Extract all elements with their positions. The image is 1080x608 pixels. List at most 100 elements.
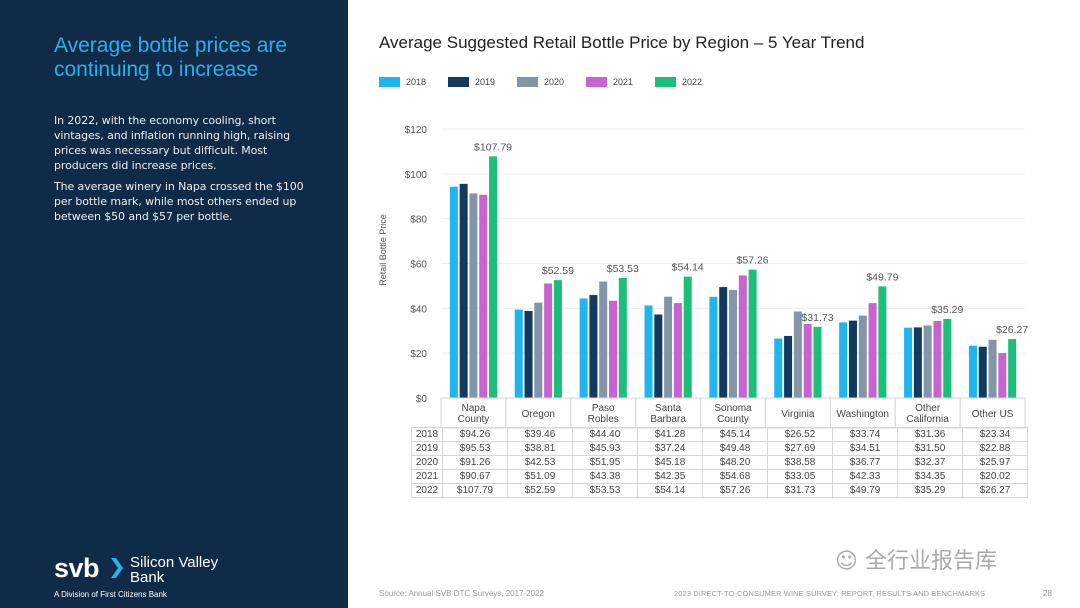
data-label: $26.27 — [996, 324, 1028, 336]
wechat-icon: ☺ — [835, 549, 865, 574]
bar-2022 — [553, 280, 562, 398]
page-number: 28 — [1043, 589, 1052, 598]
chevron-right-icon — [111, 558, 123, 578]
bar-2021 — [738, 275, 747, 398]
data-label: $35.29 — [931, 304, 963, 316]
bar-2020 — [729, 289, 737, 398]
bar-2022 — [748, 269, 757, 398]
table-cell: $25.97 — [962, 455, 1028, 470]
legend-label: 2022 — [682, 77, 703, 87]
table-cell: $26.52 — [767, 427, 833, 442]
bar-2021 — [673, 303, 682, 398]
report-footer: 2023 DIRECT-TO-CONSUMER WINE SURVEY: REP… — [674, 589, 986, 598]
intro-paragraph: In 2022, with the economy cooling, short… — [54, 114, 291, 172]
table-cell: $49.79 — [832, 483, 898, 498]
y-tick-label: $120 — [405, 125, 428, 136]
table-cell: $38.81 — [507, 441, 573, 456]
category-label: California — [907, 414, 950, 425]
watermark: ☺ 全行业报告库 — [835, 543, 997, 575]
bar-2019 — [654, 314, 663, 398]
chart-legend: 2018 2019 2020 2021 2022 — [379, 77, 724, 87]
legend-item-2018: 2018 — [379, 77, 448, 87]
bar-2018 — [449, 186, 458, 398]
table-cell: $35.29 — [897, 483, 963, 498]
bar-2022 — [1008, 339, 1017, 398]
category-label: County — [717, 414, 749, 425]
y-tick-label: $80 — [410, 215, 427, 226]
bar-2020 — [664, 296, 673, 398]
category-label: Other — [915, 403, 941, 414]
table-cell: $32.37 — [897, 455, 963, 470]
bar-2020 — [599, 281, 608, 398]
bar-2019 — [719, 287, 728, 398]
legend-label: 2018 — [406, 77, 427, 87]
table-cell: $95.53 — [442, 441, 508, 456]
bar-2019 — [589, 295, 598, 398]
bar-2018 — [709, 296, 718, 398]
logo-name-line2: Bank — [130, 569, 165, 586]
data-label: $57.26 — [737, 255, 769, 267]
table-cell: $45.93 — [572, 441, 638, 456]
table-cell: $26.27 — [962, 483, 1028, 498]
category-label: Sonoma — [714, 403, 752, 414]
table-cell: $49.48 — [702, 441, 768, 456]
bar-2021 — [479, 194, 488, 398]
category-label: Robles — [588, 414, 619, 425]
y-tick-label: $60 — [410, 260, 427, 271]
table-cell: $27.69 — [767, 441, 833, 456]
table-row: 2022 $107.79 $52.59 $53.53 $54.14 $57.26 $31.7… — [411, 483, 1028, 498]
data-label: $54.14 — [672, 262, 704, 274]
y-tick-label: $40 — [410, 304, 427, 315]
table-cell: $42.35 — [637, 469, 703, 484]
table-cell: $34.35 — [897, 469, 963, 484]
category-label: Virginia — [781, 409, 815, 420]
bar-2020 — [988, 339, 997, 398]
table-cell: $45.14 — [702, 427, 768, 442]
chart-title: Average Suggested Retail Bottle Price by… — [379, 33, 865, 52]
legend-label: 2021 — [613, 77, 634, 87]
table-cell: $20.02 — [962, 469, 1028, 484]
bar-2018 — [968, 345, 977, 398]
headline: Average bottle prices are continuing to … — [54, 34, 288, 81]
bar-2021 — [544, 283, 553, 398]
table-cell: $54.14 — [637, 483, 703, 498]
bar-2020 — [858, 315, 867, 398]
bar-2019 — [784, 335, 793, 398]
bar-2022 — [878, 286, 887, 398]
legend-item-2021: 2021 — [586, 77, 655, 87]
bar-2019 — [848, 320, 857, 398]
data-label: $53.53 — [607, 263, 639, 275]
bar-2022 — [683, 276, 692, 398]
table-cell: $33.05 — [767, 469, 833, 484]
table-cell: $31.73 — [767, 483, 833, 498]
category-label: Santa — [655, 403, 682, 414]
data-label: $52.59 — [542, 265, 574, 277]
table-cell: $51.09 — [507, 469, 573, 484]
table-cell: $51.95 — [572, 455, 638, 470]
table-cell: $33.74 — [832, 427, 898, 442]
table-year: 2019 — [411, 441, 443, 456]
bar-2019 — [524, 311, 533, 398]
legend-swatch — [448, 77, 469, 87]
category-label: Napa — [461, 403, 485, 414]
table-cell: $31.36 — [897, 427, 963, 442]
bar-2018 — [514, 309, 523, 398]
table-year: 2021 — [411, 469, 443, 484]
table-cell: $45.18 — [637, 455, 703, 470]
bar-2022 — [813, 326, 822, 398]
left-panel: Average bottle prices are continuing to … — [0, 0, 348, 608]
table-cell: $54.68 — [702, 469, 768, 484]
table-year: 2020 — [411, 455, 443, 470]
y-tick-label: $0 — [416, 394, 428, 405]
bar-2018 — [904, 327, 913, 398]
data-label: $31.73 — [801, 312, 833, 324]
logo-name-line1: Silicon Valley — [130, 554, 219, 571]
table-cell: $44.40 — [572, 427, 638, 442]
table-cell: $36.77 — [832, 455, 898, 470]
table-cell: $31.50 — [897, 441, 963, 456]
legend-item-2020: 2020 — [517, 77, 586, 87]
legend-label: 2019 — [475, 77, 496, 87]
logo-subtitle: A Division of First Citizens Bank — [54, 590, 167, 599]
